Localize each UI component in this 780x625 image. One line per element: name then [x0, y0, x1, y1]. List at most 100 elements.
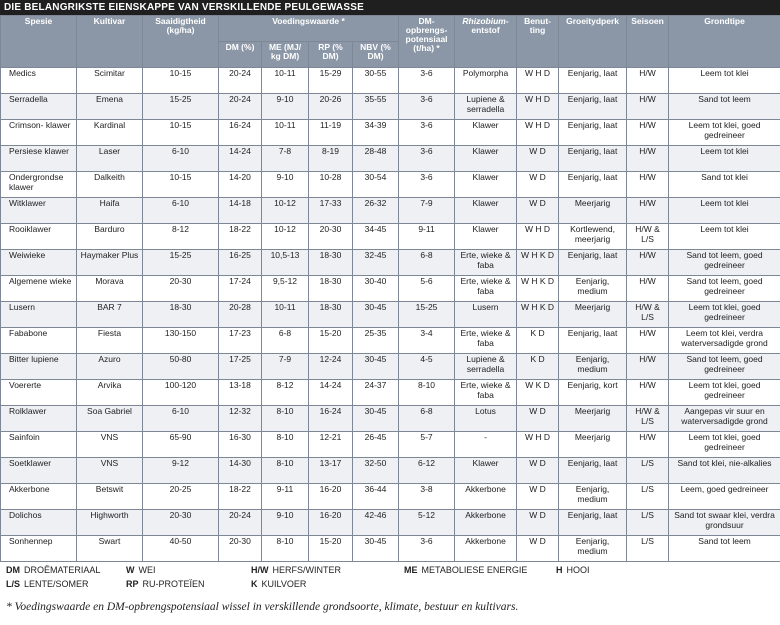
table-row: Soetklawer VNS 9-12 14-30 8-10 13-17 32-50 6-12… — [0, 457, 780, 484]
saaidigtheid-cell: 9-12 — [142, 457, 219, 484]
header-seisoen: Seisoen — [626, 15, 670, 68]
nbv-cell: 32-50 — [351, 457, 400, 484]
me-cell: 10-11 — [261, 119, 309, 146]
table-row: Persiese klawer Laser 6-10 14-24 7-8 8-19 28-4… — [0, 145, 780, 172]
kultivar-cell: Highworth — [76, 509, 143, 536]
potensiaal-cell: 3-6 — [398, 171, 456, 198]
benutting-cell: W H D — [516, 67, 560, 94]
table-row: Fababone Fiesta 130-150 17-23 6-8 15-20 25-35 3… — [0, 327, 780, 354]
grondtipe-cell: Sand tot leem — [668, 93, 780, 120]
dm-cell: 16-25 — [218, 249, 262, 276]
grondtipe-cell: Leem tot klei — [668, 67, 780, 94]
me-cell: 8-10 — [261, 405, 309, 432]
grondtipe-cell: Leem tot klei, goed gedreineer — [668, 431, 780, 458]
saaidigtheid-cell: 15-25 — [142, 249, 219, 276]
rp-cell: 15-20 — [308, 327, 353, 354]
kultivar-cell: Laser — [76, 145, 143, 172]
potensiaal-cell: 3-6 — [398, 145, 456, 172]
legend-text: HERFS/WINTER — [272, 565, 342, 575]
dm-cell: 17-23 — [218, 327, 262, 354]
spesie-cell: Bitter lupiene — [0, 353, 77, 380]
me-cell: 9-10 — [261, 171, 309, 198]
grondtipe-cell: Leem tot klei — [668, 223, 780, 250]
saaidigtheid-cell: 10-15 — [142, 171, 219, 198]
rhizobium-cell: Lupiene & serradella — [454, 353, 518, 380]
nbv-cell: 30-45 — [351, 405, 400, 432]
legume-properties-table: Spesie Kultivar Saaidigtheid (kg/ha) Voe… — [0, 15, 780, 562]
benutting-cell: W D — [516, 405, 560, 432]
legend-abbr: H/W — [251, 565, 269, 575]
grondtipe-cell: Leem tot klei, goed gedreineer — [668, 119, 780, 146]
table-row: Algemene wieke Morava 20-30 17-24 9,5-12 18-3… — [0, 275, 780, 302]
dm-cell: 17-25 — [218, 353, 262, 380]
legend-item: RP RU-PROTEÏEN — [126, 579, 205, 589]
legend-abbr: RP — [126, 579, 139, 589]
groeitydperk-cell: Eenjarig, laat — [558, 119, 628, 146]
groeitydperk-cell: Eenjarig, medium — [558, 535, 628, 562]
me-cell: 7-8 — [261, 145, 309, 172]
nbv-cell: 34-39 — [351, 119, 400, 146]
groeitydperk-cell: Meerjarig — [558, 431, 628, 458]
legend-item: H HOOI — [556, 565, 590, 575]
dm-cell: 20-30 — [218, 535, 262, 562]
rhizobium-cell: Akkerbone — [454, 509, 518, 536]
seisoen-cell: H/W — [626, 119, 670, 146]
grondtipe-cell: Sand tot leem — [668, 535, 780, 562]
grondtipe-cell: Leem tot klei — [668, 145, 780, 172]
spesie-cell: Witklawer — [0, 197, 77, 224]
rhizobium-cell: Klawer — [454, 171, 518, 198]
legend-abbr: H — [556, 565, 563, 575]
kultivar-cell: Haifa — [76, 197, 143, 224]
me-cell: 9-10 — [261, 93, 309, 120]
table-row: Crimson- klawer Kardinal 10-15 16-24 10-11 11… — [0, 119, 780, 146]
kultivar-cell: Scimitar — [76, 67, 143, 94]
grondtipe-cell: Sand tot swaar klei, verdra grondsuur — [668, 509, 780, 536]
nbv-cell: 26-45 — [351, 431, 400, 458]
saaidigtheid-cell: 20-30 — [142, 509, 219, 536]
rhizobium-cell: Klawer — [454, 119, 518, 146]
header-kultivar: Kultivar — [76, 15, 143, 68]
kultivar-cell: VNS — [76, 431, 143, 458]
potensiaal-cell: 3-4 — [398, 327, 456, 354]
rp-cell: 10-28 — [308, 171, 353, 198]
grondtipe-cell: Sand tot klei, nie-alkalies — [668, 457, 780, 484]
table-row: Witklawer Haifa 6-10 14-18 10-12 17-33 26-32 7-… — [0, 197, 780, 224]
table-row: Rooiklawer Barduro 8-12 18-22 10-12 20-30 34-4… — [0, 223, 780, 250]
legend-item: K KUILVOER — [251, 579, 306, 589]
potensiaal-cell: 5-6 — [398, 275, 456, 302]
grondtipe-cell: Sand tot leem, goed gedreineer — [668, 275, 780, 302]
kultivar-cell: VNS — [76, 457, 143, 484]
legend-text: RU-PROTEÏEN — [142, 579, 205, 589]
table-row: Bitter lupiene Azuro 50-80 17-25 7-9 12-24 30-… — [0, 353, 780, 380]
rp-cell: 16-20 — [308, 483, 353, 510]
table-row: Sainfoin VNS 65-90 16-30 8-10 12-21 26-45 5-7- W… — [0, 431, 780, 458]
rp-cell: 15-29 — [308, 67, 353, 94]
spesie-cell: Ondergrondse klawer — [0, 171, 77, 198]
entstof-label: entstof — [471, 25, 500, 35]
potensiaal-cell: 8-10 — [398, 379, 456, 406]
saaidigtheid-cell: 6-10 — [142, 197, 219, 224]
header-dm: DM (%) — [218, 41, 262, 68]
rp-cell: 16-20 — [308, 509, 353, 536]
legend-text: KUILVOER — [261, 579, 307, 589]
spesie-cell: Serradella — [0, 93, 77, 120]
rp-cell: 14-24 — [308, 379, 353, 406]
spesie-cell: Sonhennep — [0, 535, 77, 562]
footnote: * Voedingswaarde en DM-opbrengspotensiaa… — [6, 601, 519, 613]
groeitydperk-cell: Eenjarig, kort — [558, 379, 628, 406]
header-grondtipe: Grondtipe — [668, 15, 780, 68]
groeitydperk-cell: Eenjarig, laat — [558, 509, 628, 536]
rhizobium-cell: Erte, wieke & faba — [454, 379, 518, 406]
seisoen-cell: L/S — [626, 535, 670, 562]
dm-cell: 12-32 — [218, 405, 262, 432]
rp-cell: 17-33 — [308, 197, 353, 224]
grondtipe-cell: Leem, goed gedreineer — [668, 483, 780, 510]
me-cell: 10-12 — [261, 223, 309, 250]
groeitydperk-cell: Eenjarig, laat — [558, 457, 628, 484]
legend-abbr: L/S — [6, 579, 21, 589]
rhizobium-cell: - — [454, 431, 518, 458]
benutting-cell: W D — [516, 145, 560, 172]
potensiaal-cell: 4-5 — [398, 353, 456, 380]
groeitydperk-cell: Meerjarig — [558, 197, 628, 224]
rhizobium-cell: Akkerbone — [454, 483, 518, 510]
